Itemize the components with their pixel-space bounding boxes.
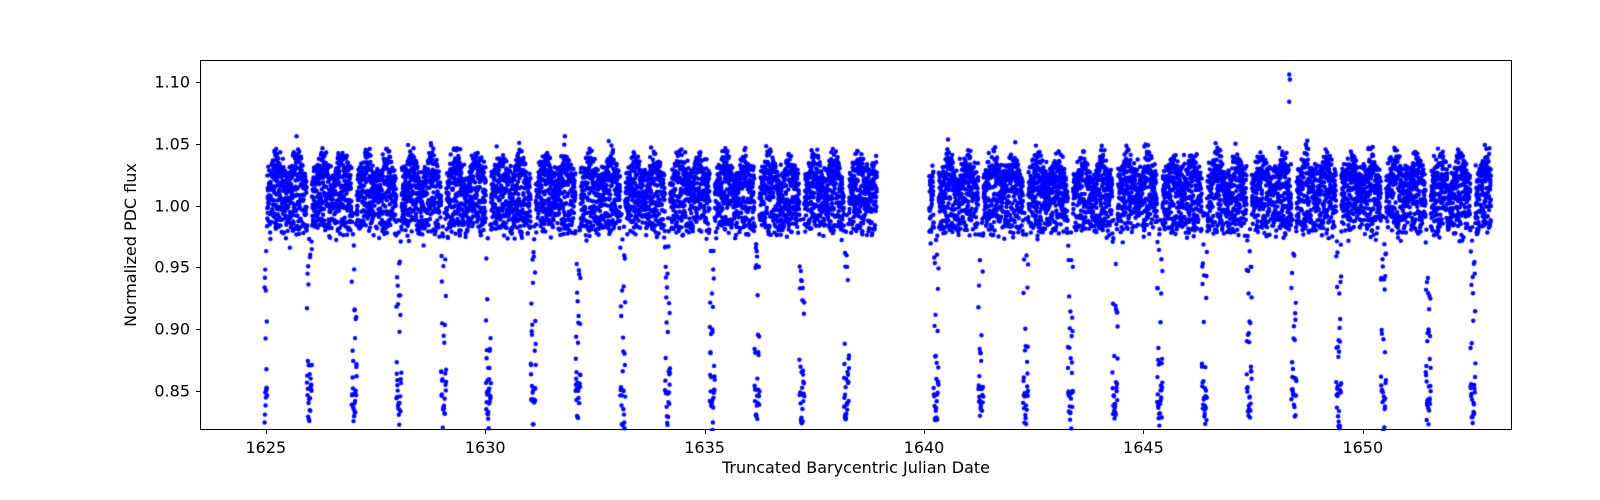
ytick-label: 1.00 — [154, 196, 190, 215]
xtick-label: 1635 — [684, 438, 725, 457]
ytick-mark — [196, 391, 200, 392]
xtick-label: 1625 — [245, 438, 286, 457]
xtick-mark — [1143, 430, 1144, 434]
ytick-label: 1.05 — [154, 134, 190, 153]
xtick-mark — [924, 430, 925, 434]
plot-axes — [200, 60, 1512, 430]
scatter-canvas — [201, 61, 1513, 431]
ytick-label: 0.85 — [154, 381, 190, 400]
xtick-mark — [485, 430, 486, 434]
xtick-mark — [705, 430, 706, 434]
ytick-mark — [196, 329, 200, 330]
figure: Normalized PDC flux Truncated Barycentri… — [0, 0, 1600, 500]
xtick-label: 1650 — [1342, 438, 1383, 457]
ytick-mark — [196, 82, 200, 83]
x-axis-label: Truncated Barycentric Julian Date — [722, 458, 990, 477]
ytick-mark — [196, 267, 200, 268]
ytick-mark — [196, 206, 200, 207]
ytick-label: 0.95 — [154, 258, 190, 277]
ytick-mark — [196, 144, 200, 145]
ytick-label: 1.10 — [154, 73, 190, 92]
ytick-label: 0.90 — [154, 319, 190, 338]
xtick-label: 1640 — [904, 438, 945, 457]
xtick-label: 1645 — [1123, 438, 1164, 457]
xtick-mark — [1363, 430, 1364, 434]
xtick-mark — [266, 430, 267, 434]
xtick-label: 1630 — [465, 438, 506, 457]
